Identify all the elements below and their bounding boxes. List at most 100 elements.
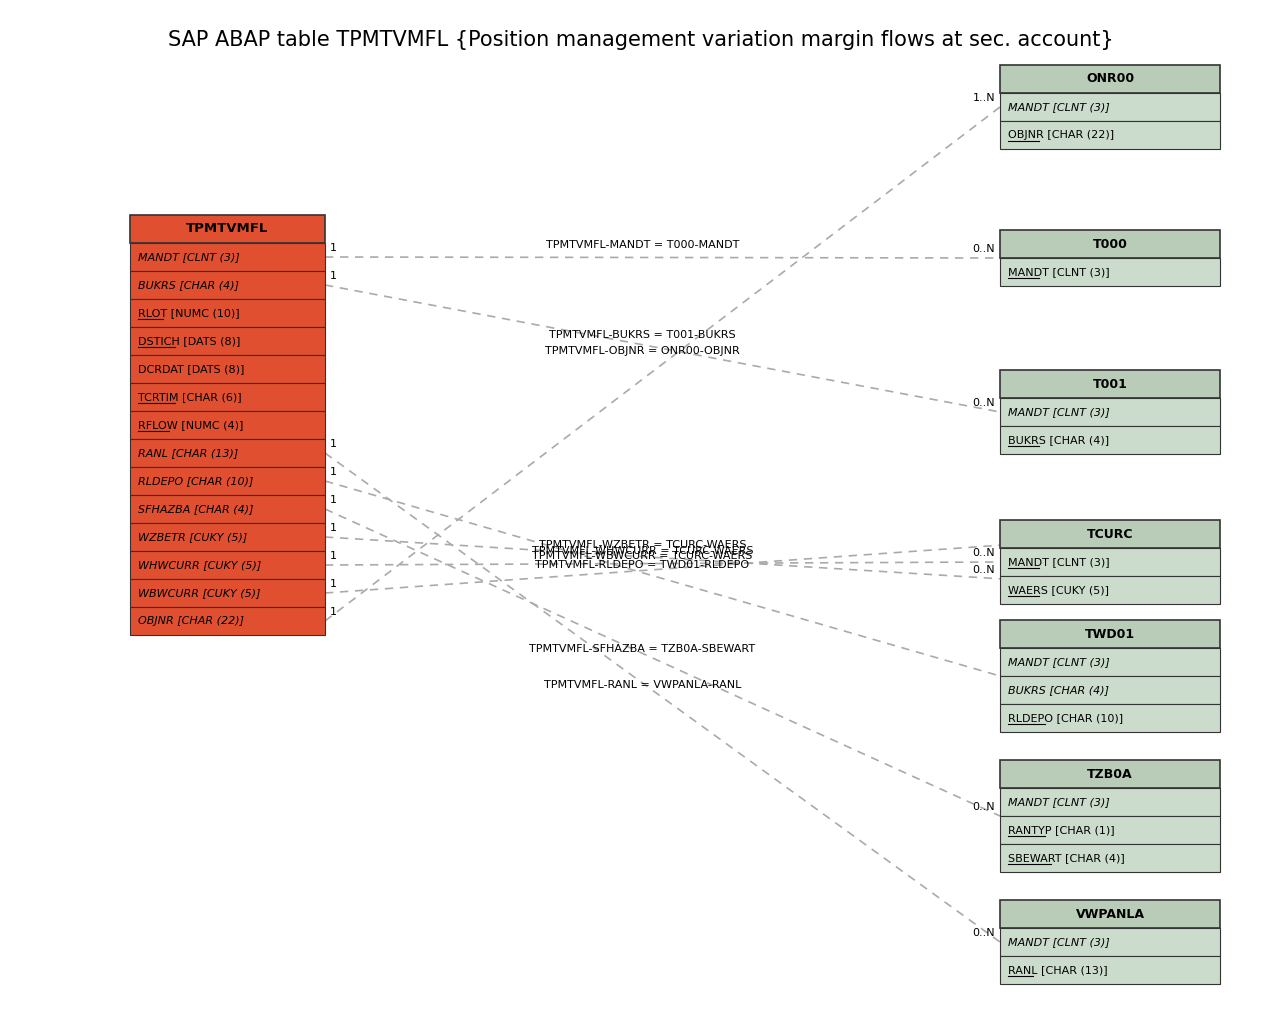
Text: MANDT [CLNT (3)]: MANDT [CLNT (3)]: [1008, 657, 1109, 667]
Text: MANDT [CLNT (3)]: MANDT [CLNT (3)]: [1008, 937, 1109, 947]
Text: 1: 1: [330, 523, 337, 533]
FancyBboxPatch shape: [129, 271, 325, 299]
Text: WZBETR [CUKY (5)]: WZBETR [CUKY (5)]: [138, 532, 247, 542]
Text: TWD01: TWD01: [1085, 627, 1135, 640]
FancyBboxPatch shape: [1000, 398, 1220, 426]
FancyBboxPatch shape: [1000, 676, 1220, 705]
FancyBboxPatch shape: [1000, 121, 1220, 149]
FancyBboxPatch shape: [1000, 230, 1220, 258]
FancyBboxPatch shape: [1000, 844, 1220, 872]
Text: SFHAZBA [CHAR (4)]: SFHAZBA [CHAR (4)]: [138, 504, 254, 514]
FancyBboxPatch shape: [1000, 426, 1220, 453]
Text: 0..N: 0..N: [972, 398, 995, 408]
Text: OBJNR [CHAR (22)]: OBJNR [CHAR (22)]: [1008, 130, 1114, 140]
Text: TPMTVMFL-WBWCURR = TCURC-WAERS: TPMTVMFL-WBWCURR = TCURC-WAERS: [533, 551, 753, 561]
Text: 1: 1: [330, 467, 337, 477]
FancyBboxPatch shape: [1000, 928, 1220, 956]
FancyBboxPatch shape: [129, 551, 325, 580]
FancyBboxPatch shape: [1000, 705, 1220, 732]
Text: BUKRS [CHAR (4)]: BUKRS [CHAR (4)]: [138, 280, 240, 290]
Text: TPMTVMFL-WHWCURR = TCURC-WAERS: TPMTVMFL-WHWCURR = TCURC-WAERS: [532, 545, 753, 556]
Text: WHWCURR [CUKY (5)]: WHWCURR [CUKY (5)]: [138, 560, 261, 570]
Text: 1: 1: [330, 439, 337, 449]
Text: 0..N: 0..N: [972, 928, 995, 938]
Text: T001: T001: [1093, 377, 1127, 390]
Text: 0..N: 0..N: [972, 802, 995, 812]
Text: DSTICH [DATS (8)]: DSTICH [DATS (8)]: [138, 336, 241, 346]
FancyBboxPatch shape: [1000, 620, 1220, 648]
Text: RANL [CHAR (13)]: RANL [CHAR (13)]: [1008, 965, 1108, 975]
FancyBboxPatch shape: [1000, 956, 1220, 984]
Text: TPMTVMFL-RANL = VWPANLA-RANL: TPMTVMFL-RANL = VWPANLA-RANL: [544, 680, 742, 689]
Text: 1..N: 1..N: [972, 93, 995, 103]
Text: SAP ABAP table TPMTVMFL {Position management variation margin flows at sec. acco: SAP ABAP table TPMTVMFL {Position manage…: [168, 30, 1113, 50]
Text: TPMTVMFL-RLDEPO = TWD01-RLDEPO: TPMTVMFL-RLDEPO = TWD01-RLDEPO: [535, 561, 749, 570]
Text: BUKRS [CHAR (4)]: BUKRS [CHAR (4)]: [1008, 435, 1109, 445]
Text: TZB0A: TZB0A: [1088, 768, 1132, 781]
Text: 1: 1: [330, 271, 337, 281]
Text: 1: 1: [330, 495, 337, 505]
FancyBboxPatch shape: [1000, 816, 1220, 844]
Text: 1: 1: [330, 243, 337, 253]
Text: MANDT [CLNT (3)]: MANDT [CLNT (3)]: [1008, 557, 1109, 567]
Text: MANDT [CLNT (3)]: MANDT [CLNT (3)]: [1008, 102, 1109, 112]
FancyBboxPatch shape: [129, 467, 325, 495]
Text: RLOT [NUMC (10)]: RLOT [NUMC (10)]: [138, 308, 240, 318]
FancyBboxPatch shape: [129, 383, 325, 411]
Text: 0..N: 0..N: [972, 547, 995, 558]
Text: WBWCURR [CUKY (5)]: WBWCURR [CUKY (5)]: [138, 588, 260, 598]
Text: TPMTVMFL-MANDT = T000-MANDT: TPMTVMFL-MANDT = T000-MANDT: [546, 240, 739, 250]
FancyBboxPatch shape: [1000, 576, 1220, 604]
Text: TPMTVMFL-WZBETR = TCURC-WAERS: TPMTVMFL-WZBETR = TCURC-WAERS: [539, 540, 747, 550]
Text: 0..N: 0..N: [972, 565, 995, 574]
Text: TPMTVMFL-OBJNR = ONR00-OBJNR: TPMTVMFL-OBJNR = ONR00-OBJNR: [546, 346, 740, 356]
Text: 1: 1: [330, 580, 337, 589]
FancyBboxPatch shape: [129, 523, 325, 551]
Text: BUKRS [CHAR (4)]: BUKRS [CHAR (4)]: [1008, 685, 1109, 695]
Text: OBJNR [CHAR (22)]: OBJNR [CHAR (22)]: [138, 616, 243, 626]
Text: 0..N: 0..N: [972, 244, 995, 254]
Text: RANL [CHAR (13)]: RANL [CHAR (13)]: [138, 448, 238, 458]
FancyBboxPatch shape: [129, 495, 325, 523]
FancyBboxPatch shape: [1000, 648, 1220, 676]
FancyBboxPatch shape: [129, 299, 325, 327]
Text: SBEWART [CHAR (4)]: SBEWART [CHAR (4)]: [1008, 853, 1125, 863]
Text: 1: 1: [330, 551, 337, 561]
FancyBboxPatch shape: [1000, 900, 1220, 928]
FancyBboxPatch shape: [1000, 65, 1220, 93]
FancyBboxPatch shape: [129, 327, 325, 355]
Text: ONR00: ONR00: [1086, 72, 1134, 86]
FancyBboxPatch shape: [1000, 520, 1220, 547]
Text: DCRDAT [DATS (8)]: DCRDAT [DATS (8)]: [138, 364, 245, 374]
FancyBboxPatch shape: [129, 411, 325, 439]
FancyBboxPatch shape: [1000, 93, 1220, 121]
FancyBboxPatch shape: [129, 607, 325, 635]
Text: VWPANLA: VWPANLA: [1076, 908, 1144, 920]
Text: MANDT [CLNT (3)]: MANDT [CLNT (3)]: [1008, 407, 1109, 417]
FancyBboxPatch shape: [1000, 760, 1220, 788]
FancyBboxPatch shape: [1000, 370, 1220, 398]
Text: TCRTIM [CHAR (6)]: TCRTIM [CHAR (6)]: [138, 392, 242, 402]
Text: RLDEPO [CHAR (10)]: RLDEPO [CHAR (10)]: [1008, 713, 1123, 723]
Text: T000: T000: [1093, 238, 1127, 250]
Text: WAERS [CUKY (5)]: WAERS [CUKY (5)]: [1008, 585, 1109, 595]
Text: MANDT [CLNT (3)]: MANDT [CLNT (3)]: [1008, 267, 1109, 277]
FancyBboxPatch shape: [129, 580, 325, 607]
FancyBboxPatch shape: [1000, 258, 1220, 286]
Text: RFLOW [NUMC (4)]: RFLOW [NUMC (4)]: [138, 420, 243, 430]
FancyBboxPatch shape: [1000, 788, 1220, 816]
Text: TPMTVMFL-BUKRS = T001-BUKRS: TPMTVMFL-BUKRS = T001-BUKRS: [550, 331, 735, 341]
Text: RANTYP [CHAR (1)]: RANTYP [CHAR (1)]: [1008, 825, 1114, 835]
Text: MANDT [CLNT (3)]: MANDT [CLNT (3)]: [138, 252, 240, 262]
Text: 1: 1: [330, 607, 337, 617]
FancyBboxPatch shape: [129, 215, 325, 243]
FancyBboxPatch shape: [1000, 547, 1220, 576]
Text: TPMTVMFL: TPMTVMFL: [186, 222, 269, 236]
Text: RLDEPO [CHAR (10)]: RLDEPO [CHAR (10)]: [138, 476, 254, 486]
Text: TCURC: TCURC: [1086, 528, 1134, 540]
Text: TPMTVMFL-SFHAZBA = TZB0A-SBEWART: TPMTVMFL-SFHAZBA = TZB0A-SBEWART: [529, 645, 756, 655]
FancyBboxPatch shape: [129, 243, 325, 271]
FancyBboxPatch shape: [129, 355, 325, 383]
FancyBboxPatch shape: [129, 439, 325, 467]
Text: MANDT [CLNT (3)]: MANDT [CLNT (3)]: [1008, 797, 1109, 807]
